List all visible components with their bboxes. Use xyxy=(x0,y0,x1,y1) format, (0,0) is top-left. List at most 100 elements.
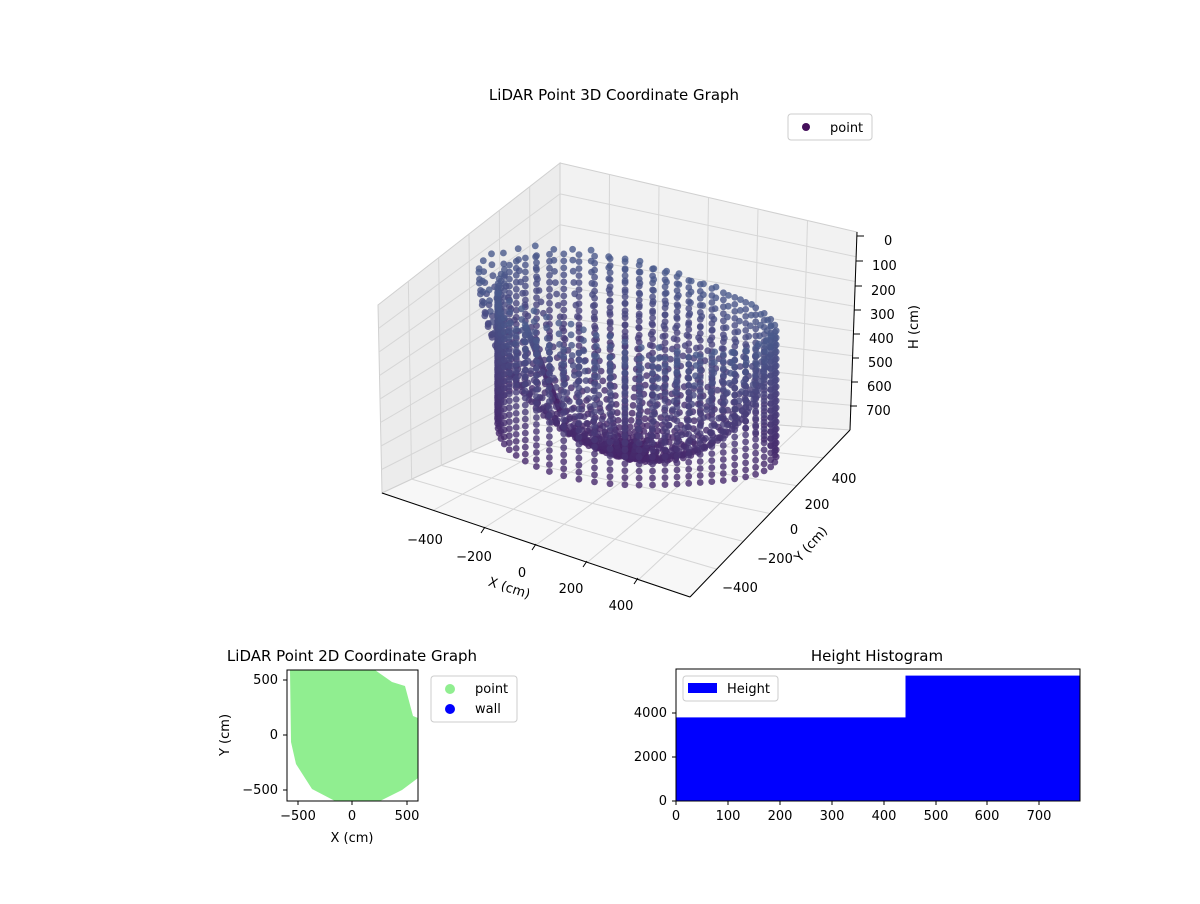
lidar-point xyxy=(706,337,714,344)
lidar-point xyxy=(488,318,496,326)
lidar-point xyxy=(661,460,669,467)
lidar-point xyxy=(591,394,598,402)
lidar-point xyxy=(649,439,656,447)
lidar-point xyxy=(580,337,587,344)
lidar-point xyxy=(635,439,643,447)
lidar-point xyxy=(661,369,669,376)
y-tick: 0 xyxy=(790,523,798,538)
lidar-point xyxy=(752,463,759,471)
lidar-point xyxy=(588,268,595,276)
lidar-point xyxy=(591,471,598,479)
lidar-point xyxy=(621,467,629,475)
lidar-point xyxy=(661,383,669,390)
lidar-point xyxy=(521,331,529,339)
x-tick: 400 xyxy=(872,809,897,824)
lidar-point xyxy=(696,465,704,472)
lidar-point xyxy=(567,320,575,328)
lidar-point xyxy=(661,376,669,383)
legend-label-point: point xyxy=(830,121,863,136)
lidar-point xyxy=(521,408,529,416)
lidar-point xyxy=(591,464,598,472)
lidar-point xyxy=(575,286,583,293)
lidar-point xyxy=(767,332,775,339)
lidar-point xyxy=(560,458,568,466)
lidar-point xyxy=(505,376,513,384)
lidar-point xyxy=(713,434,721,442)
lidar-point xyxy=(621,474,629,482)
lidar-point xyxy=(635,404,643,412)
lidar-point xyxy=(719,428,727,435)
lidar-point xyxy=(512,278,520,286)
chart-2d: LiDAR Point 2D Coordinate Graph −500 0 5… xyxy=(218,647,518,846)
lidar-point xyxy=(756,332,763,340)
lidar-point xyxy=(696,367,704,374)
lidar-point xyxy=(661,404,669,411)
lidar-point xyxy=(505,334,513,342)
lidar-point xyxy=(746,390,754,398)
lidar-point xyxy=(635,446,643,454)
lidar-point xyxy=(685,305,693,312)
lidar-point xyxy=(708,415,716,422)
lidar-point xyxy=(767,442,775,450)
lidar-point xyxy=(760,411,768,419)
lidar-point xyxy=(591,443,598,451)
lidar-point xyxy=(673,452,681,460)
lidar-point xyxy=(686,409,694,417)
lidar-point xyxy=(760,446,768,454)
lidar-point xyxy=(601,429,609,436)
lidar-point xyxy=(752,414,759,422)
lidar-point xyxy=(650,287,657,294)
lidar-point xyxy=(709,379,716,387)
grid-line xyxy=(379,255,561,376)
lidar-point xyxy=(731,294,739,301)
lidar-point xyxy=(714,386,721,394)
lidar-point xyxy=(605,253,613,261)
chart-3d-legend: point xyxy=(787,113,873,141)
lidar-point xyxy=(719,477,727,484)
lidar-point xyxy=(605,275,613,282)
chart-3d-title: LiDAR Point 3D Coordinate Graph xyxy=(489,86,739,104)
lidar-point xyxy=(731,468,739,476)
lidar-point xyxy=(575,342,583,349)
lidar-point xyxy=(680,444,688,451)
lidar-point xyxy=(512,438,520,445)
lidar-point xyxy=(512,264,520,272)
lidar-point xyxy=(591,422,598,430)
lidar-point xyxy=(742,466,749,474)
lidar-point xyxy=(560,409,568,417)
lidar-point xyxy=(575,461,583,469)
lidar-point xyxy=(655,365,662,372)
lidar-point xyxy=(621,299,629,307)
lidar-point xyxy=(560,437,568,445)
lidar-point xyxy=(696,458,704,465)
lidar-point xyxy=(692,351,700,359)
lidar-point xyxy=(685,472,693,480)
lidar-point xyxy=(581,432,589,439)
lidar-point xyxy=(506,261,513,269)
lidar-point xyxy=(560,374,568,382)
z-tick: 0 xyxy=(884,234,892,249)
lidar-point xyxy=(630,393,638,401)
lidar-point xyxy=(575,440,583,448)
lidar-point xyxy=(699,302,707,309)
lidar-point xyxy=(763,336,771,344)
lidar-point xyxy=(521,373,529,381)
lidar-point xyxy=(747,311,755,319)
lidar-point xyxy=(533,386,540,393)
lidar-point xyxy=(696,381,704,388)
lidar-point xyxy=(575,279,583,286)
lidar-point xyxy=(686,310,694,317)
lidar-point xyxy=(767,386,775,394)
lidar-point xyxy=(521,429,529,437)
lidar-point xyxy=(767,463,775,471)
lidar-point xyxy=(575,356,583,364)
lidar-point xyxy=(533,400,540,407)
lidar-point xyxy=(512,292,520,300)
lidar-point xyxy=(591,252,598,260)
lidar-point xyxy=(685,458,693,466)
lidar-point xyxy=(495,290,502,297)
lidar-point xyxy=(521,352,529,360)
lidar-point xyxy=(742,306,750,313)
lidar-point xyxy=(512,285,520,293)
lidar-point xyxy=(655,344,663,351)
